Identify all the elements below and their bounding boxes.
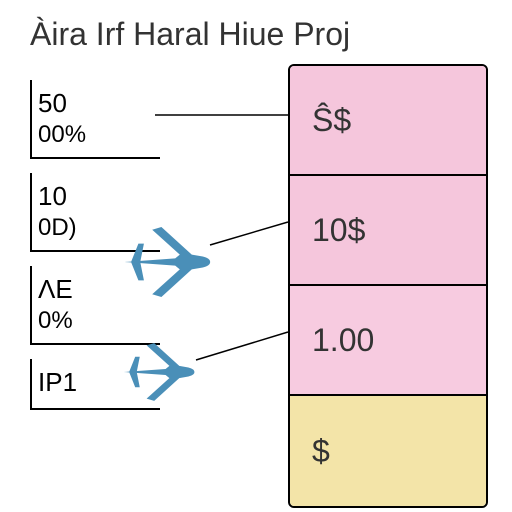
price-cell-2: 1.00 [290, 286, 486, 396]
price-table: Ŝ$ 10$ 1.00 $ [288, 64, 488, 508]
price-cell-1: 10$ [290, 176, 486, 286]
price-label: Ŝ$ [312, 102, 351, 139]
price-label: $ [312, 433, 330, 470]
price-cell-0: Ŝ$ [290, 66, 486, 176]
airplane-icon [120, 216, 212, 308]
price-label: 1.00 [312, 322, 374, 359]
price-cell-3: $ [290, 396, 486, 506]
airplane-icon [120, 334, 196, 410]
price-label: 10$ [312, 212, 365, 249]
